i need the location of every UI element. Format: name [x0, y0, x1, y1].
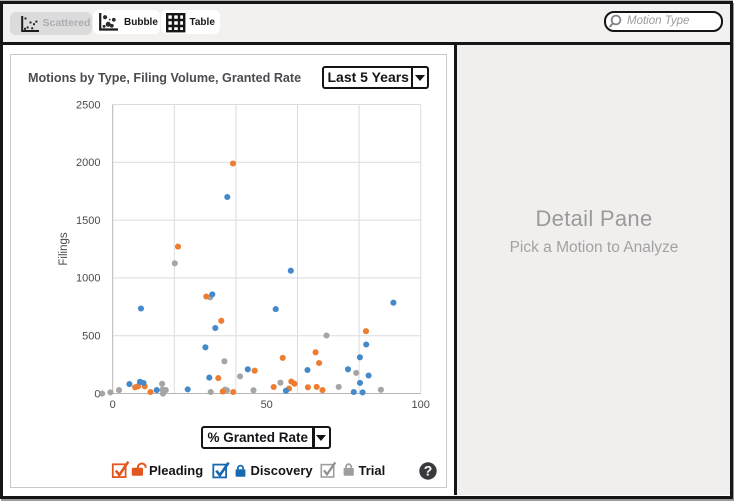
svg-text:50: 50 — [261, 399, 273, 411]
svg-text:500: 500 — [82, 331, 100, 343]
svg-text:2000: 2000 — [76, 157, 100, 169]
svg-text:2500: 2500 — [76, 99, 100, 111]
svg-text:1000: 1000 — [76, 273, 100, 285]
svg-text:?: ? — [424, 463, 433, 479]
svg-text:0: 0 — [110, 399, 116, 411]
svg-text:1500: 1500 — [76, 215, 100, 227]
svg-text:100: 100 — [412, 399, 430, 411]
svg-text:Filings: Filings — [58, 232, 70, 265]
svg-text:0: 0 — [94, 388, 100, 400]
